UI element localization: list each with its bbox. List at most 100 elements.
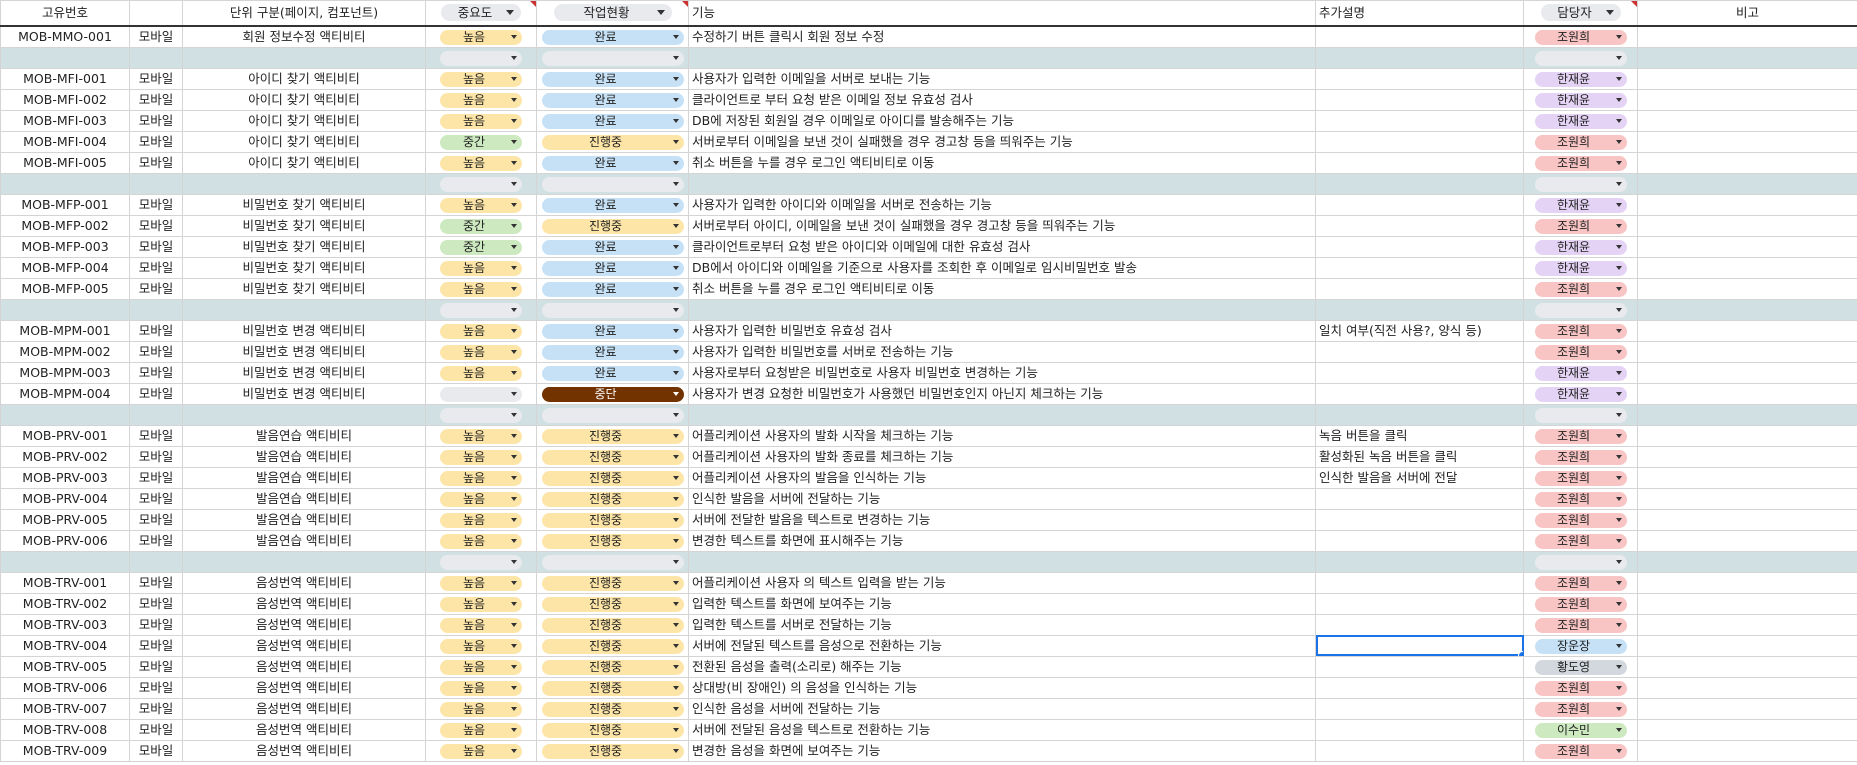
cell-id[interactable]: MOB-MPM-002 <box>0 340 130 363</box>
cell-function[interactable]: 입력한 텍스트를 화면에 보여주는 기능 <box>688 592 1316 615</box>
importance-dropdown[interactable]: 높음 <box>440 29 522 45</box>
status-dropdown[interactable]: 진행중 <box>541 134 684 150</box>
cell-function[interactable]: 인식한 발음을 서버에 전달하는 기능 <box>688 487 1316 510</box>
status-dropdown[interactable]: 진행중 <box>541 491 684 507</box>
cell-function[interactable]: 서버에 전달된 텍스트를 음성으로 전환하는 기능 <box>688 634 1316 657</box>
importance-dropdown[interactable]: 높음 <box>440 470 522 486</box>
owner-dropdown[interactable]: 한재윤 <box>1534 71 1627 87</box>
cell-type[interactable]: 모바일 <box>129 361 183 384</box>
cell-id[interactable]: MOB-MPM-001 <box>0 319 130 342</box>
cell-id[interactable]: MOB-TRV-001 <box>0 571 130 594</box>
cell-owner[interactable]: 조원희 <box>1523 739 1638 762</box>
cell-owner[interactable]: 조원희 <box>1523 697 1638 720</box>
cell-unit[interactable]: 음성번역 액티비티 <box>182 697 426 720</box>
owner-dropdown[interactable] <box>1534 554 1627 570</box>
cell-status[interactable]: 진행중 <box>536 214 689 237</box>
cell-function[interactable]: 상대방(비 장애인) 의 음성을 인식하는 기능 <box>688 676 1316 699</box>
cell-owner[interactable]: 조원희 <box>1523 508 1638 531</box>
owner-dropdown[interactable]: 한재윤 <box>1534 239 1627 255</box>
cell-note[interactable] <box>1315 151 1524 174</box>
cell-remarks[interactable] <box>1637 319 1857 342</box>
cell-remarks[interactable] <box>1637 676 1857 699</box>
fill-handle[interactable] <box>1518 650 1523 655</box>
status-dropdown[interactable] <box>541 50 684 66</box>
importance-dropdown[interactable]: 높음 <box>440 491 522 507</box>
status-dropdown[interactable]: 완료 <box>541 365 684 381</box>
cell-type[interactable]: 모바일 <box>129 613 183 636</box>
cell-id[interactable]: MOB-PRV-003 <box>0 466 130 489</box>
owner-dropdown[interactable]: 한재윤 <box>1534 260 1627 276</box>
cell-note[interactable] <box>1315 109 1524 132</box>
cell-unit[interactable] <box>182 550 426 573</box>
owner-dropdown[interactable]: 조원희 <box>1534 134 1627 150</box>
cell-id[interactable]: MOB-MPM-003 <box>0 361 130 384</box>
cell-status[interactable]: 진행중 <box>536 487 689 510</box>
cell-type[interactable]: 모바일 <box>129 487 183 510</box>
cell-importance[interactable]: 높음 <box>425 67 537 90</box>
importance-dropdown[interactable]: 중간 <box>440 239 522 255</box>
cell-unit[interactable]: 음성번역 액티비티 <box>182 571 426 594</box>
cell-unit[interactable]: 음성번역 액티비티 <box>182 613 426 636</box>
cell-importance[interactable]: 높음 <box>425 676 537 699</box>
cell-importance[interactable]: 중간 <box>425 214 537 237</box>
cell-owner[interactable]: 조원희 <box>1523 613 1638 636</box>
cell-id[interactable]: MOB-MFP-003 <box>0 235 130 258</box>
status-dropdown[interactable]: 진행중 <box>541 512 684 528</box>
cell-type[interactable] <box>129 298 183 321</box>
cell-id[interactable]: MOB-TRV-004 <box>0 634 130 657</box>
cell-id[interactable]: MOB-TRV-002 <box>0 592 130 615</box>
cell-importance[interactable] <box>425 46 537 69</box>
cell-function[interactable]: 사용자가 입력한 비밀번호를 서버로 전송하는 기능 <box>688 340 1316 363</box>
cell-note[interactable] <box>1315 67 1524 90</box>
cell-type[interactable]: 모바일 <box>129 235 183 258</box>
cell-status[interactable]: 진행중 <box>536 613 689 636</box>
cell-function[interactable] <box>688 298 1316 321</box>
cell-importance[interactable]: 높음 <box>425 424 537 447</box>
cell-note[interactable]: 일치 여부(직전 사용?, 양식 등) <box>1315 319 1524 342</box>
cell-type[interactable]: 모바일 <box>129 382 183 405</box>
status-dropdown[interactable]: 진행중 <box>541 659 684 675</box>
importance-dropdown[interactable]: 높음 <box>440 260 522 276</box>
importance-dropdown[interactable]: 높음 <box>440 365 522 381</box>
cell-id[interactable]: MOB-MPM-004 <box>0 382 130 405</box>
cell-id[interactable]: MOB-PRV-006 <box>0 529 130 552</box>
importance-dropdown[interactable]: 높음 <box>440 638 522 654</box>
status-dropdown[interactable]: 완료 <box>541 323 684 339</box>
owner-dropdown[interactable] <box>1534 50 1627 66</box>
cell-status[interactable]: 완료 <box>536 256 689 279</box>
owner-dropdown[interactable]: 조원희 <box>1534 428 1627 444</box>
cell-importance[interactable]: 높음 <box>425 739 537 762</box>
cell-type[interactable]: 모바일 <box>129 340 183 363</box>
cell-owner[interactable]: 한재윤 <box>1523 88 1638 111</box>
cell-owner[interactable]: 한재윤 <box>1523 193 1638 216</box>
cell-unit[interactable]: 비밀번호 찾기 액티비티 <box>182 277 426 300</box>
cell-note[interactable] <box>1315 88 1524 111</box>
cell-remarks[interactable] <box>1637 697 1857 720</box>
cell-id[interactable] <box>0 298 130 321</box>
cell-unit[interactable]: 비밀번호 찾기 액티비티 <box>182 193 426 216</box>
cell-unit[interactable]: 비밀번호 찾기 액티비티 <box>182 256 426 279</box>
cell-owner[interactable]: 조원희 <box>1523 676 1638 699</box>
cell-type[interactable]: 모바일 <box>129 424 183 447</box>
owner-dropdown[interactable]: 조원희 <box>1534 470 1627 486</box>
cell-function[interactable]: 변경한 음성을 화면에 보여주는 기능 <box>688 739 1316 762</box>
cell-status[interactable]: 진행중 <box>536 676 689 699</box>
cell-owner[interactable]: 조원희 <box>1523 151 1638 174</box>
header-status[interactable]: 작업현황 <box>536 0 689 27</box>
cell-function[interactable]: 취소 버튼을 누를 경우 로그인 액티비티로 이동 <box>688 151 1316 174</box>
cell-unit[interactable]: 비밀번호 변경 액티비티 <box>182 382 426 405</box>
cell-id[interactable] <box>0 46 130 69</box>
importance-filter-chip[interactable]: 중요도 <box>441 3 521 21</box>
cell-remarks[interactable] <box>1637 466 1857 489</box>
cell-owner[interactable]: 한재윤 <box>1523 256 1638 279</box>
header-id[interactable]: 고유번호 <box>0 0 130 27</box>
cell-status[interactable]: 완료 <box>536 340 689 363</box>
cell-function[interactable]: 인식한 음성을 서버에 전달하는 기능 <box>688 697 1316 720</box>
cell-function[interactable]: 어플리케이션 사용자의 발음을 인식하는 기능 <box>688 466 1316 489</box>
cell-owner[interactable]: 조원희 <box>1523 340 1638 363</box>
cell-status[interactable]: 진행중 <box>536 592 689 615</box>
cell-status[interactable]: 중단 <box>536 382 689 405</box>
cell-unit[interactable]: 회원 정보수정 액티비티 <box>182 25 426 48</box>
status-dropdown[interactable]: 진행중 <box>541 533 684 549</box>
cell-type[interactable]: 모바일 <box>129 676 183 699</box>
